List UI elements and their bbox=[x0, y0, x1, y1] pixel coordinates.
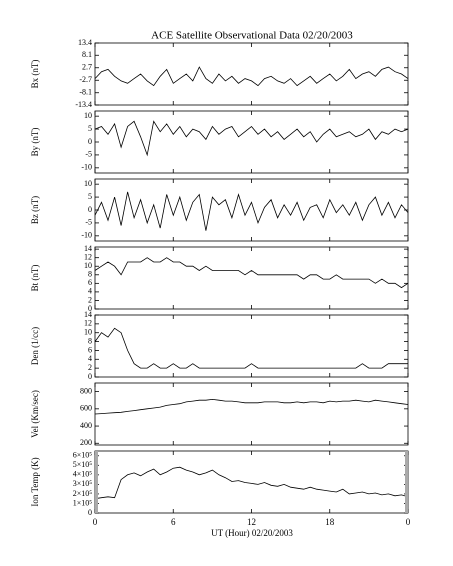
panel-frame bbox=[94, 110, 409, 174]
y-tick-label: 4 bbox=[88, 354, 92, 363]
y-tick-label: 0 bbox=[88, 205, 92, 214]
y-axis-label: Bz (nT) bbox=[30, 196, 40, 224]
edge-band bbox=[95, 451, 98, 513]
y-tick-label: 5 bbox=[88, 124, 92, 133]
y-tick-label: 0 bbox=[88, 304, 92, 313]
y-tick-label: 10 bbox=[84, 179, 92, 188]
y-axis-label: By (nT) bbox=[30, 128, 40, 157]
y-tick-label: -2.7 bbox=[79, 75, 92, 84]
y-tick-label: 2 bbox=[88, 363, 92, 372]
data-line bbox=[94, 398, 409, 415]
x-tick-label: 0 bbox=[406, 517, 411, 527]
y-tick-label: 6 bbox=[88, 278, 92, 287]
y-axis-label: Bx (nT) bbox=[30, 60, 40, 89]
y-tick-label: 14 bbox=[84, 244, 92, 253]
x-tick-label: 18 bbox=[325, 517, 335, 527]
chart-title: ACE Satellite Observational Data 02/20/2… bbox=[151, 30, 353, 42]
y-tick-label: 0 bbox=[88, 508, 92, 517]
data-line bbox=[94, 191, 409, 231]
y-tick-label: 600 bbox=[80, 404, 92, 413]
y-tick-label: 5 bbox=[88, 192, 92, 201]
y-tick-label: 400 bbox=[80, 421, 92, 430]
data-line bbox=[94, 66, 409, 87]
y-tick-label: 14 bbox=[84, 310, 92, 319]
y-axis-label: Ion Temp (K) bbox=[30, 457, 40, 506]
y-tick-label: 4×10⁵ bbox=[73, 470, 93, 479]
y-axis-label: Den (1/cc) bbox=[30, 327, 40, 365]
y-tick-label: 0 bbox=[88, 137, 92, 146]
panel-frame bbox=[94, 42, 409, 106]
x-axis-label: UT (Hour) 02/20/2003 bbox=[211, 528, 293, 538]
y-tick-label: 13.4 bbox=[78, 38, 92, 47]
y-tick-label: 0 bbox=[88, 372, 92, 381]
y-tick-label: 10 bbox=[84, 111, 92, 120]
y-tick-label: 10 bbox=[84, 261, 92, 270]
y-tick-label: 200 bbox=[80, 438, 92, 447]
y-tick-label: 6×10⁵ bbox=[73, 451, 93, 460]
y-tick-label: 3×10⁵ bbox=[73, 479, 93, 488]
y-tick-label: 2.7 bbox=[82, 63, 92, 72]
edge-band bbox=[405, 451, 408, 513]
y-axis-label: Vel (Km/sec) bbox=[30, 390, 40, 438]
panel-frame bbox=[94, 246, 409, 310]
x-tick-label: 12 bbox=[247, 517, 256, 527]
y-tick-label: 8 bbox=[88, 270, 92, 279]
y-tick-label: 6 bbox=[88, 345, 92, 354]
y-tick-label: 4 bbox=[88, 287, 92, 296]
y-tick-label: 8.1 bbox=[82, 50, 92, 59]
panel-frame bbox=[94, 178, 409, 242]
y-tick-label: -5 bbox=[85, 150, 92, 159]
y-tick-label: 10 bbox=[84, 328, 92, 337]
y-tick-label: -10 bbox=[81, 231, 92, 240]
y-tick-label: 5×10⁵ bbox=[73, 460, 93, 469]
y-tick-label: -5 bbox=[85, 218, 92, 227]
y-tick-label: 1×10⁵ bbox=[73, 498, 93, 507]
y-tick-label: -8.1 bbox=[79, 88, 92, 97]
y-axis-label: Bt (nT) bbox=[30, 265, 40, 292]
data-line bbox=[94, 120, 409, 157]
x-tick-label: 6 bbox=[171, 517, 176, 527]
data-line bbox=[94, 257, 409, 289]
y-tick-label: 12 bbox=[84, 253, 92, 262]
data-line bbox=[94, 327, 408, 369]
y-tick-label: 2 bbox=[88, 295, 92, 304]
data-line bbox=[94, 466, 409, 500]
x-tick-label: 0 bbox=[93, 517, 98, 527]
y-tick-label: 800 bbox=[80, 386, 92, 395]
y-tick-label: 8 bbox=[88, 336, 92, 345]
y-tick-label: 12 bbox=[84, 319, 92, 328]
y-tick-label: -10 bbox=[81, 163, 92, 172]
y-tick-label: -13.4 bbox=[75, 100, 92, 109]
panel-frame bbox=[94, 450, 409, 514]
y-tick-label: 2×10⁵ bbox=[73, 489, 93, 498]
panel-frame bbox=[94, 382, 409, 446]
